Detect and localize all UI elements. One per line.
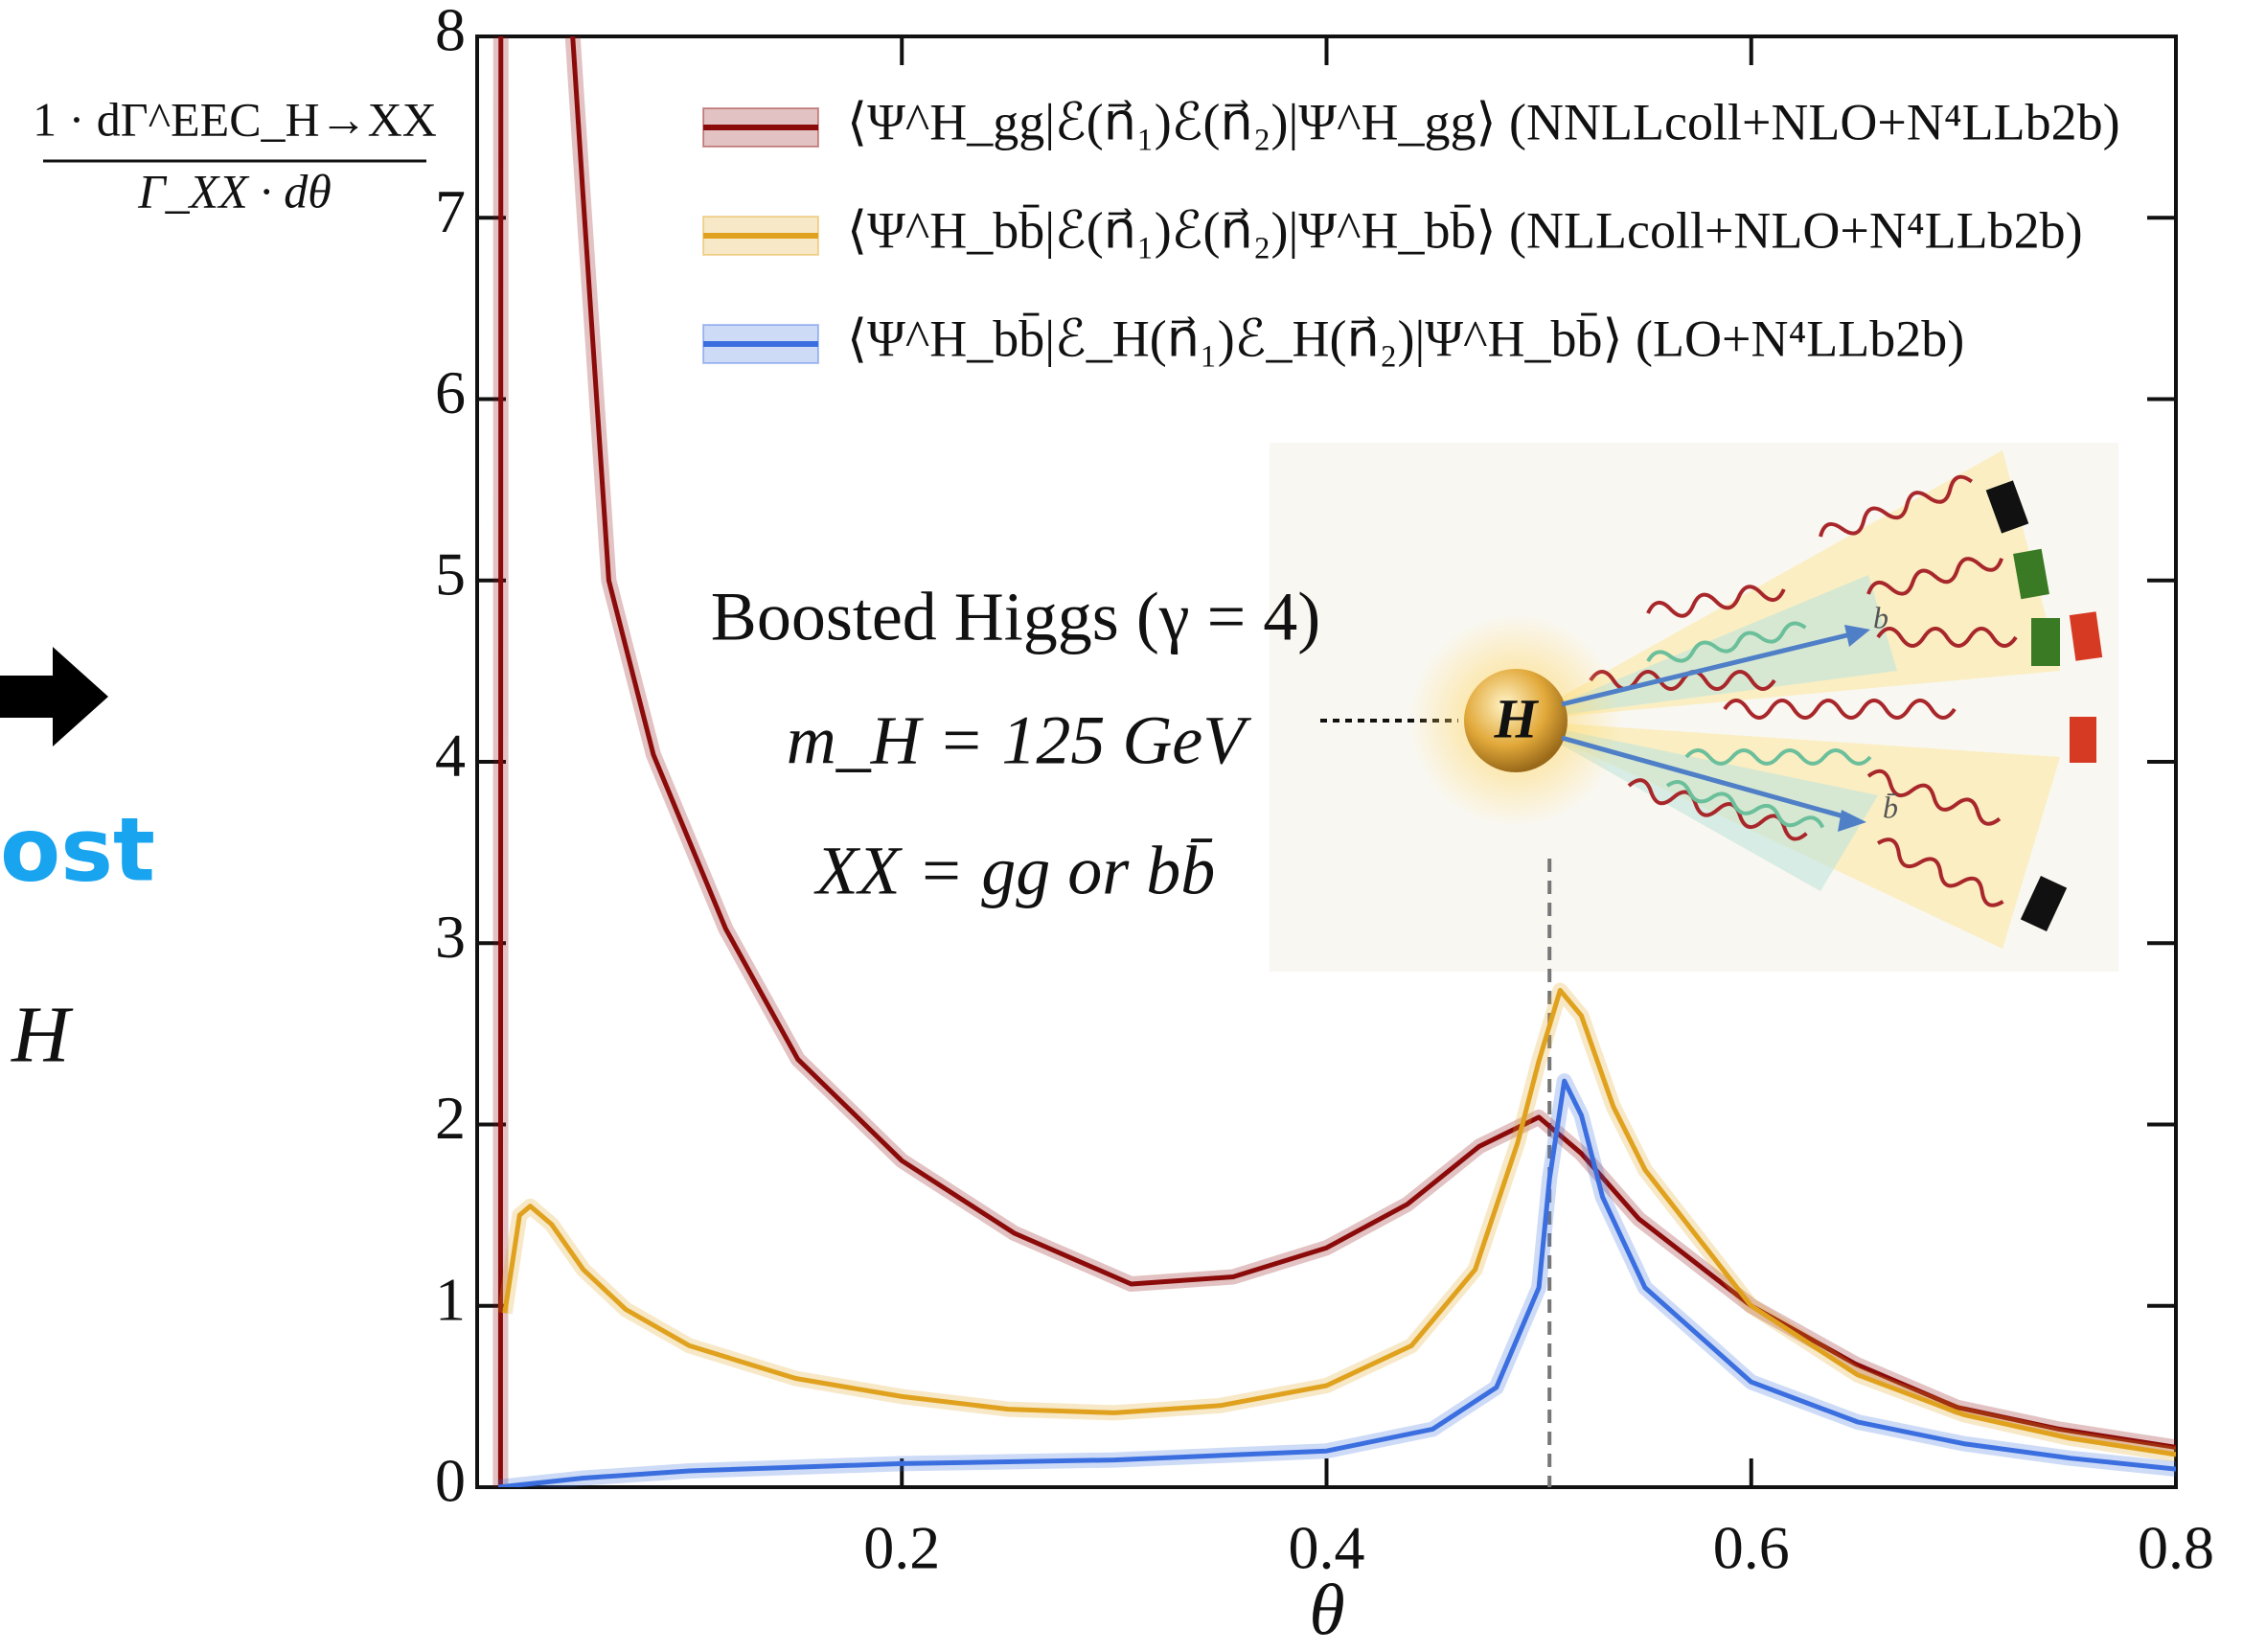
- annotation: Boosted Higgs (γ = 4): [711, 579, 1320, 655]
- detector-cell: [2070, 717, 2096, 763]
- series-line: [497, 1078, 2176, 1487]
- y-axis-label: 1 · dΓ^EEC_H→XX: [33, 92, 437, 146]
- legend-label: ⟨Ψ^H_bb̄|ℰ_H(n⃗₁)ℰ_H(n⃗₂)|Ψ^H_bb̄⟩ (LO+N…: [847, 310, 1964, 367]
- side-text: ost: [0, 798, 155, 901]
- bbar-arrowhead: [1838, 810, 1866, 832]
- y-tick-label: 4: [435, 722, 466, 790]
- legend-label: ⟨Ψ^H_bb̄|ℰ(n⃗₁)ℰ(n⃗₂)|Ψ^H_bb̄⟩ (NLLcoll+…: [847, 201, 2083, 259]
- b-arrowhead: [1844, 625, 1870, 647]
- y-tick-label: 6: [435, 358, 466, 426]
- detector-cell: [2031, 618, 2060, 666]
- inset-label: b: [1873, 600, 1888, 634]
- series-line: [497, 36, 2176, 1487]
- y-tick-label: 2: [435, 1084, 466, 1152]
- higgs: [1464, 669, 1568, 772]
- inset-label: H: [1493, 687, 1539, 749]
- plot-area: [492, 36, 2176, 1487]
- detector-cell: [1985, 480, 2029, 534]
- side-text: H: [11, 990, 74, 1079]
- inset: H b b̄: [1270, 443, 2118, 972]
- y-tick-label: 3: [435, 903, 466, 971]
- y-tick-label: 1: [435, 1265, 466, 1333]
- uncertainty-band: [497, 1073, 2176, 1487]
- annotation: m_H = 125 GeV: [787, 702, 1252, 779]
- b-arrow: [1561, 630, 1860, 707]
- x-tick-label: 0.2: [863, 1514, 940, 1582]
- detector-cell: [2020, 876, 2068, 931]
- wavy-lines: [1589, 474, 2018, 907]
- bbar-arrow: [1561, 735, 1855, 822]
- y-axis-label: Γ_XX · dθ: [137, 164, 332, 218]
- detector-cell: [2013, 548, 2049, 600]
- side-arrow: [0, 647, 108, 746]
- legend-label: ⟨Ψ^H_gg|ℰ(n⃗₁)ℰ(n⃗₂)|Ψ^H_gg⟩ (NNLLcoll+N…: [847, 93, 2120, 150]
- detector-cell: [2069, 611, 2103, 661]
- y-tick-label: 5: [435, 539, 466, 608]
- x-tick-label: 0.4: [1289, 1514, 1365, 1582]
- y-tick-label: 7: [435, 177, 466, 245]
- y-tick-label: 0: [435, 1447, 466, 1515]
- uncertainty-band: [496, 982, 2176, 1462]
- y-tick-label: 8: [435, 0, 466, 64]
- annotation: XX = gg or bb̄: [813, 833, 1216, 909]
- x-tick-label: 0.8: [2138, 1514, 2214, 1582]
- x-axis-label: θ: [1309, 1570, 1344, 1650]
- series-line: [502, 988, 2176, 1457]
- x-tick-label: 0.6: [1713, 1514, 1790, 1582]
- inset-label: b̄: [1883, 790, 1898, 824]
